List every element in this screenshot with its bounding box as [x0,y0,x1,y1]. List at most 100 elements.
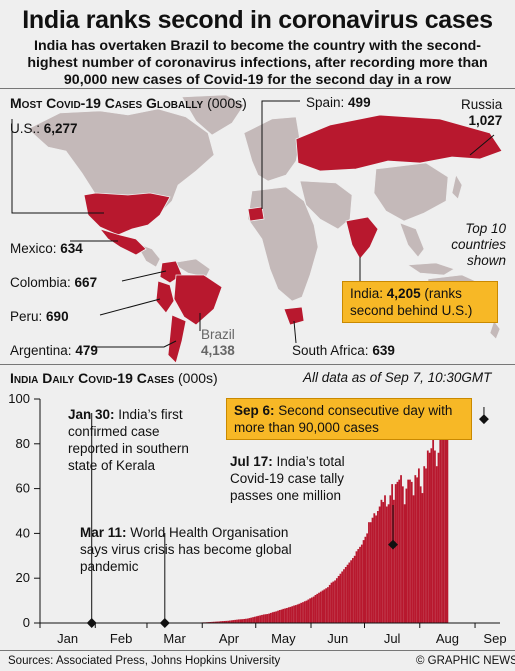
bar [364,536,367,623]
bar [362,540,365,623]
bar [434,450,436,623]
new-zealand-land [489,320,501,340]
x-tick-label: Feb [110,631,132,646]
bar [387,504,390,623]
japan-land [451,174,463,200]
bar [270,612,272,623]
bar [280,609,283,623]
bar [382,502,385,623]
map-mexico [98,228,147,256]
label-us: U.S.: 6,277 [10,121,78,136]
bar [432,430,435,623]
bar [232,620,235,623]
annotation-jan30: Jan 30: India’s first confirmed case rep… [68,407,189,473]
bar [337,575,340,623]
bar [245,618,247,623]
bar [323,589,326,623]
map-heading: Most Covid-19 Cases Globally (000s) [10,95,247,111]
bar [316,593,319,623]
middle-east-land [299,180,353,230]
bar [327,587,329,623]
bar [410,481,413,623]
bar [311,597,313,623]
bar [344,567,347,623]
y-tick-label: 40 [16,525,30,540]
bar [346,564,349,623]
page-title: India ranks second in coronavirus cases [22,6,493,34]
page-subtitle: India has overtaken Brazil to become the… [27,38,488,88]
bar [243,618,246,623]
bar [396,481,399,623]
bar [437,452,440,623]
bar [246,618,249,623]
bar [394,484,397,623]
bar [314,595,317,623]
bar [389,495,392,623]
y-tick-label: 20 [16,570,30,585]
bar [237,619,240,623]
bar [398,479,401,623]
chart-heading: India Daily Covid-19 Cases (000s) [10,370,218,386]
leader-south-africa [293,320,297,344]
bar [341,571,344,623]
bar [426,450,429,623]
chart-note: All data as of Sep 7, 10:30GMT [303,370,492,385]
bar [294,605,297,623]
x-tick-label: Jun [327,631,348,646]
bar [348,562,351,623]
bar [384,495,386,623]
bar [439,432,442,623]
north-america-land [27,108,215,214]
bar [223,620,226,623]
map-peru [155,280,175,314]
se-asia-land [399,222,425,258]
label-mexico: Mexico: 634 [10,241,83,256]
bar [287,607,290,623]
leader-spain [261,100,300,209]
bar [286,607,288,623]
x-tick-label: Jan [57,631,78,646]
map-india [345,216,379,260]
bar [230,620,233,623]
bar [318,592,320,623]
bar [369,522,372,623]
label-colombia: Colombia: 667 [10,275,98,290]
bar [261,614,263,623]
x-tick-label: Jul [384,631,401,646]
bar [239,619,242,623]
bar [216,621,219,623]
bar [268,613,270,623]
bar [209,621,212,623]
annotation-marker [86,618,97,628]
bar [275,611,278,623]
x-tick-label: Sep [483,631,506,646]
credit: © GRAPHIC NEWS [416,655,515,667]
bar [366,533,369,623]
x-tick-label: Mar [163,631,186,646]
bar [403,504,406,623]
bar [225,620,228,623]
bar [266,614,269,623]
bar [441,437,443,623]
bar [360,544,363,623]
bar [414,475,417,623]
bar [412,495,415,623]
map-argentina [167,314,187,364]
annotation-sep6: Sep 6: Second consecutive day with more … [226,398,472,440]
bar [391,484,394,623]
bar [375,515,377,623]
leader-russia [469,134,495,156]
map-russia [295,114,503,172]
europe-land [243,116,301,182]
bar [373,513,376,623]
bar [446,419,449,623]
bar [296,604,299,623]
bar [241,619,244,623]
label-argentina: Argentina: 479 [10,343,98,358]
bar [298,603,301,623]
leader-colombia [121,270,167,282]
map-spain [247,206,265,222]
bar [339,573,342,623]
bar [236,619,238,623]
label-russia: Russia 1,027 [461,97,503,128]
